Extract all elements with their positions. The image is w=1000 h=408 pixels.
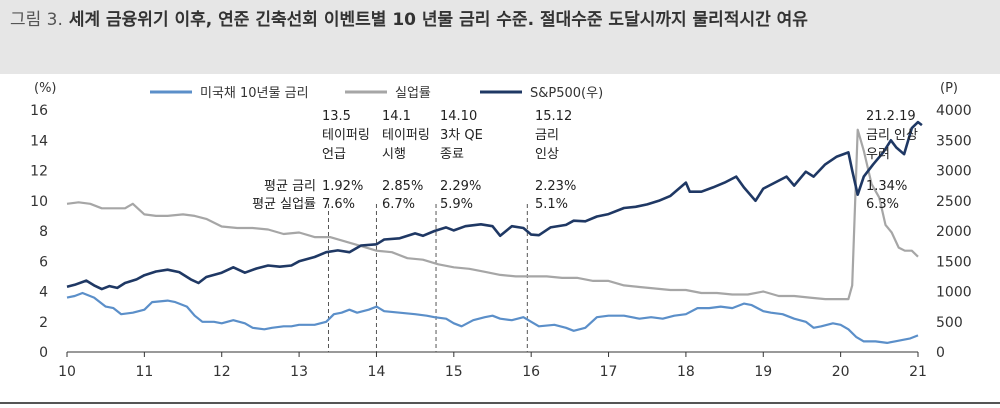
figure-title: 그림 3. 세계 금융위기 이후, 연준 긴축선회 이벤트별 10 년물 금리 …: [10, 6, 995, 35]
x-tick-label: 20: [832, 364, 850, 380]
event-date: 15.12: [535, 109, 572, 124]
x-tick-label: 13: [290, 364, 308, 380]
event-avg-rate: 2.23%: [535, 179, 576, 194]
left-tick-label: 8: [39, 224, 48, 240]
x-tick-label: 18: [677, 364, 695, 380]
x-tick-label: 11: [135, 364, 153, 380]
bottom-rule: [0, 402, 1000, 404]
right-tick-label: 500: [936, 315, 963, 331]
x-tick-label: 10: [58, 364, 76, 380]
axes: (%) (P) 0 2 4 6 8 10 12 14 16 0 500 1000 1500 2000 2500 3…: [30, 81, 971, 380]
event-label: 인상: [535, 147, 559, 162]
left-tick-label: 0: [39, 345, 48, 361]
legend-label: 실업률: [395, 86, 431, 101]
event-avg-rate: 2.29%: [440, 179, 481, 194]
event-label: 금리: [535, 128, 559, 143]
event-date: 21.2.19: [866, 109, 916, 124]
series-line: [66, 291, 919, 344]
event-avg-rate: 2.85%: [382, 179, 423, 194]
right-tick-label: 3500: [936, 133, 972, 149]
event-date: 13.5: [322, 109, 351, 124]
event-avg-unemployment: 5.1%: [535, 197, 568, 212]
event-date: 14.1: [382, 109, 411, 124]
right-tick-label: 2500: [936, 194, 972, 210]
event-label: 종료: [440, 147, 464, 162]
event-markers: [327, 204, 528, 352]
figure-title-text: 세계 금융위기 이후, 연준 긴축선회 이벤트별 10 년물 금리 수준. 절대…: [68, 10, 808, 30]
event-avg-unemployment: 5.9%: [440, 197, 473, 212]
event-label: 테이퍼링: [322, 128, 370, 143]
left-axis-unit: (%): [34, 81, 57, 96]
x-tick-label: 15: [445, 364, 463, 380]
legend: 미국채 10년물 금리 실업률 S&P500(우): [150, 86, 603, 101]
left-tick-label: 2: [39, 315, 48, 331]
right-tick-label: 2000: [936, 224, 972, 240]
event-label: 우려: [866, 147, 890, 162]
x-tick-label: 16: [522, 364, 540, 380]
event-avg-unemployment: 7.6%: [322, 197, 355, 212]
event-label: 언급: [322, 147, 346, 162]
right-tick-label: 0: [936, 345, 945, 361]
event-avg-unemployment: 6.3%: [866, 197, 899, 212]
left-tick-label: 14: [30, 133, 48, 149]
event-avg-rate: 1.34%: [866, 179, 907, 194]
left-tick-label: 12: [30, 164, 48, 180]
left-tick-label: 10: [30, 194, 48, 210]
event-date: 14.10: [440, 109, 477, 124]
left-tick-label: 4: [39, 285, 48, 301]
title-bar: 그림 3. 세계 금융위기 이후, 연준 긴축선회 이벤트별 10 년물 금리 …: [0, 0, 1000, 74]
event-avg-unemployment: 6.7%: [382, 197, 415, 212]
event-label: 3차 QE: [440, 128, 483, 143]
x-tick-label: 21: [909, 364, 927, 380]
x-tick-label: 12: [213, 364, 231, 380]
series-line: [66, 120, 923, 291]
series-line: [66, 128, 919, 301]
left-tick-label: 6: [39, 254, 48, 270]
right-tick-label: 4000: [936, 103, 972, 119]
right-tick-label: 3000: [936, 164, 972, 180]
x-tick-label: 19: [754, 364, 772, 380]
x-tick-label: 17: [600, 364, 618, 380]
right-axis-unit: (P): [940, 81, 958, 96]
left-tick-label: 16: [30, 103, 48, 119]
legend-label: 미국채 10년물 금리: [200, 86, 309, 101]
event-label: 금리 인상: [866, 128, 918, 143]
legend-label: S&P500(우): [530, 86, 603, 101]
event-avg-rate: 1.92%: [322, 179, 363, 194]
avg-rate-label: 평균 금리: [264, 179, 316, 194]
chart-area: 미국채 10년물 금리 실업률 S&P500(우) (%) (P) 0 2 4 6 8 10 12 1…: [30, 81, 971, 380]
avg-unemployment-label: 평균 실업률: [252, 197, 316, 212]
event-label: 시행: [382, 146, 406, 162]
right-tick-label: 1500: [936, 254, 972, 270]
right-tick-label: 1000: [936, 285, 972, 301]
series-lines: [66, 120, 923, 344]
figure-label: 그림 3.: [10, 10, 63, 30]
event-label: 테이퍼링: [382, 128, 430, 143]
x-tick-label: 14: [368, 364, 386, 380]
